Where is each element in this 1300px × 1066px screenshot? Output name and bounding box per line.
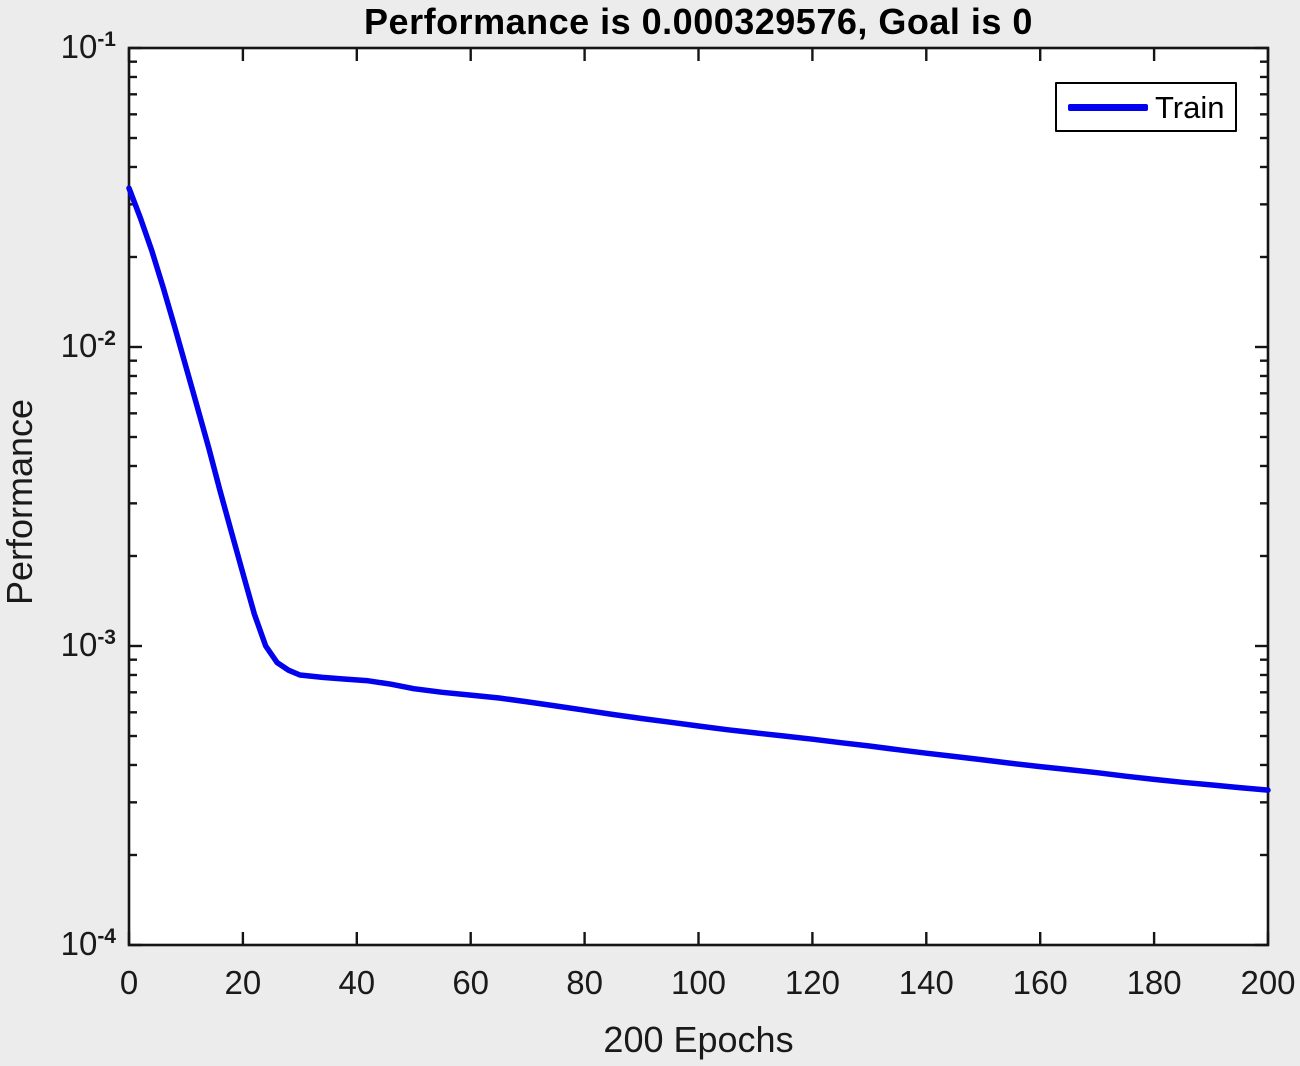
y-tick-label: 10-1	[60, 28, 116, 66]
x-tick-label: 180	[1126, 964, 1182, 1001]
y-tick-label: 10-3	[60, 626, 116, 664]
x-tick-label: 120	[784, 964, 840, 1001]
train-curve	[126, 185, 1271, 793]
axes-frame	[127, 46, 1270, 947]
x-tick-label: 200	[1240, 964, 1296, 1001]
x-tick-label: 20	[224, 964, 262, 1001]
plot-area	[129, 48, 1268, 945]
x-tick-label: 100	[670, 964, 727, 1001]
legend-train-label: Train	[1155, 89, 1225, 125]
y-tick-label: 10-2	[60, 327, 116, 365]
x-tick-label: 160	[1012, 964, 1068, 1001]
x-tick-label: 80	[566, 964, 603, 1001]
x-tick-label: 0	[119, 964, 139, 1001]
legend: Train	[1055, 82, 1237, 132]
x-tick-label: 140	[898, 964, 954, 1001]
y-axis-label: Performance	[0, 398, 40, 606]
legend-train-line-swatch	[1068, 103, 1148, 111]
chart-title: Performance is 0.000329576, Goal is 0	[364, 1, 1033, 42]
x-axis-label: 200 Epochs	[603, 1019, 794, 1060]
x-tick-label: 40	[338, 964, 376, 1001]
x-tick-label: 60	[452, 964, 490, 1001]
x-axis-tick-labels: 0 20 40 60 80 100 120 140 160 180 200	[0, 966, 1300, 1006]
y-axis-tick-labels: 10-1 10-2 10-3 10-4	[0, 0, 124, 1066]
y-tick-label: 10-4	[60, 925, 116, 963]
